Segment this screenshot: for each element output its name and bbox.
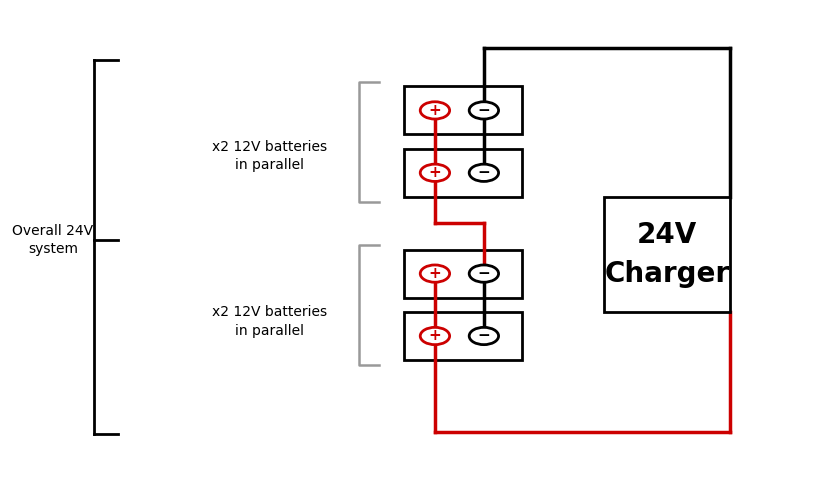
- Bar: [404, 86, 522, 134]
- Text: +: +: [428, 165, 441, 180]
- Text: −: −: [477, 165, 490, 180]
- Bar: [404, 312, 522, 360]
- Text: +: +: [428, 328, 441, 344]
- Circle shape: [420, 164, 450, 181]
- Circle shape: [420, 327, 450, 345]
- Text: x2 12V batteries
in parallel: x2 12V batteries in parallel: [211, 305, 327, 338]
- Text: +: +: [428, 266, 441, 281]
- Text: Overall 24V
system: Overall 24V system: [12, 224, 94, 256]
- Bar: [604, 197, 730, 312]
- Text: +: +: [428, 103, 441, 118]
- Circle shape: [469, 164, 499, 181]
- Text: −: −: [477, 328, 490, 344]
- Circle shape: [420, 265, 450, 282]
- Text: −: −: [477, 266, 490, 281]
- Text: −: −: [477, 103, 490, 118]
- Circle shape: [469, 327, 499, 345]
- Circle shape: [469, 102, 499, 119]
- Text: 24V
Charger: 24V Charger: [605, 221, 730, 288]
- Circle shape: [420, 102, 450, 119]
- Bar: [404, 250, 522, 298]
- Circle shape: [469, 265, 499, 282]
- Text: x2 12V batteries
in parallel: x2 12V batteries in parallel: [211, 140, 327, 172]
- Bar: [404, 149, 522, 197]
